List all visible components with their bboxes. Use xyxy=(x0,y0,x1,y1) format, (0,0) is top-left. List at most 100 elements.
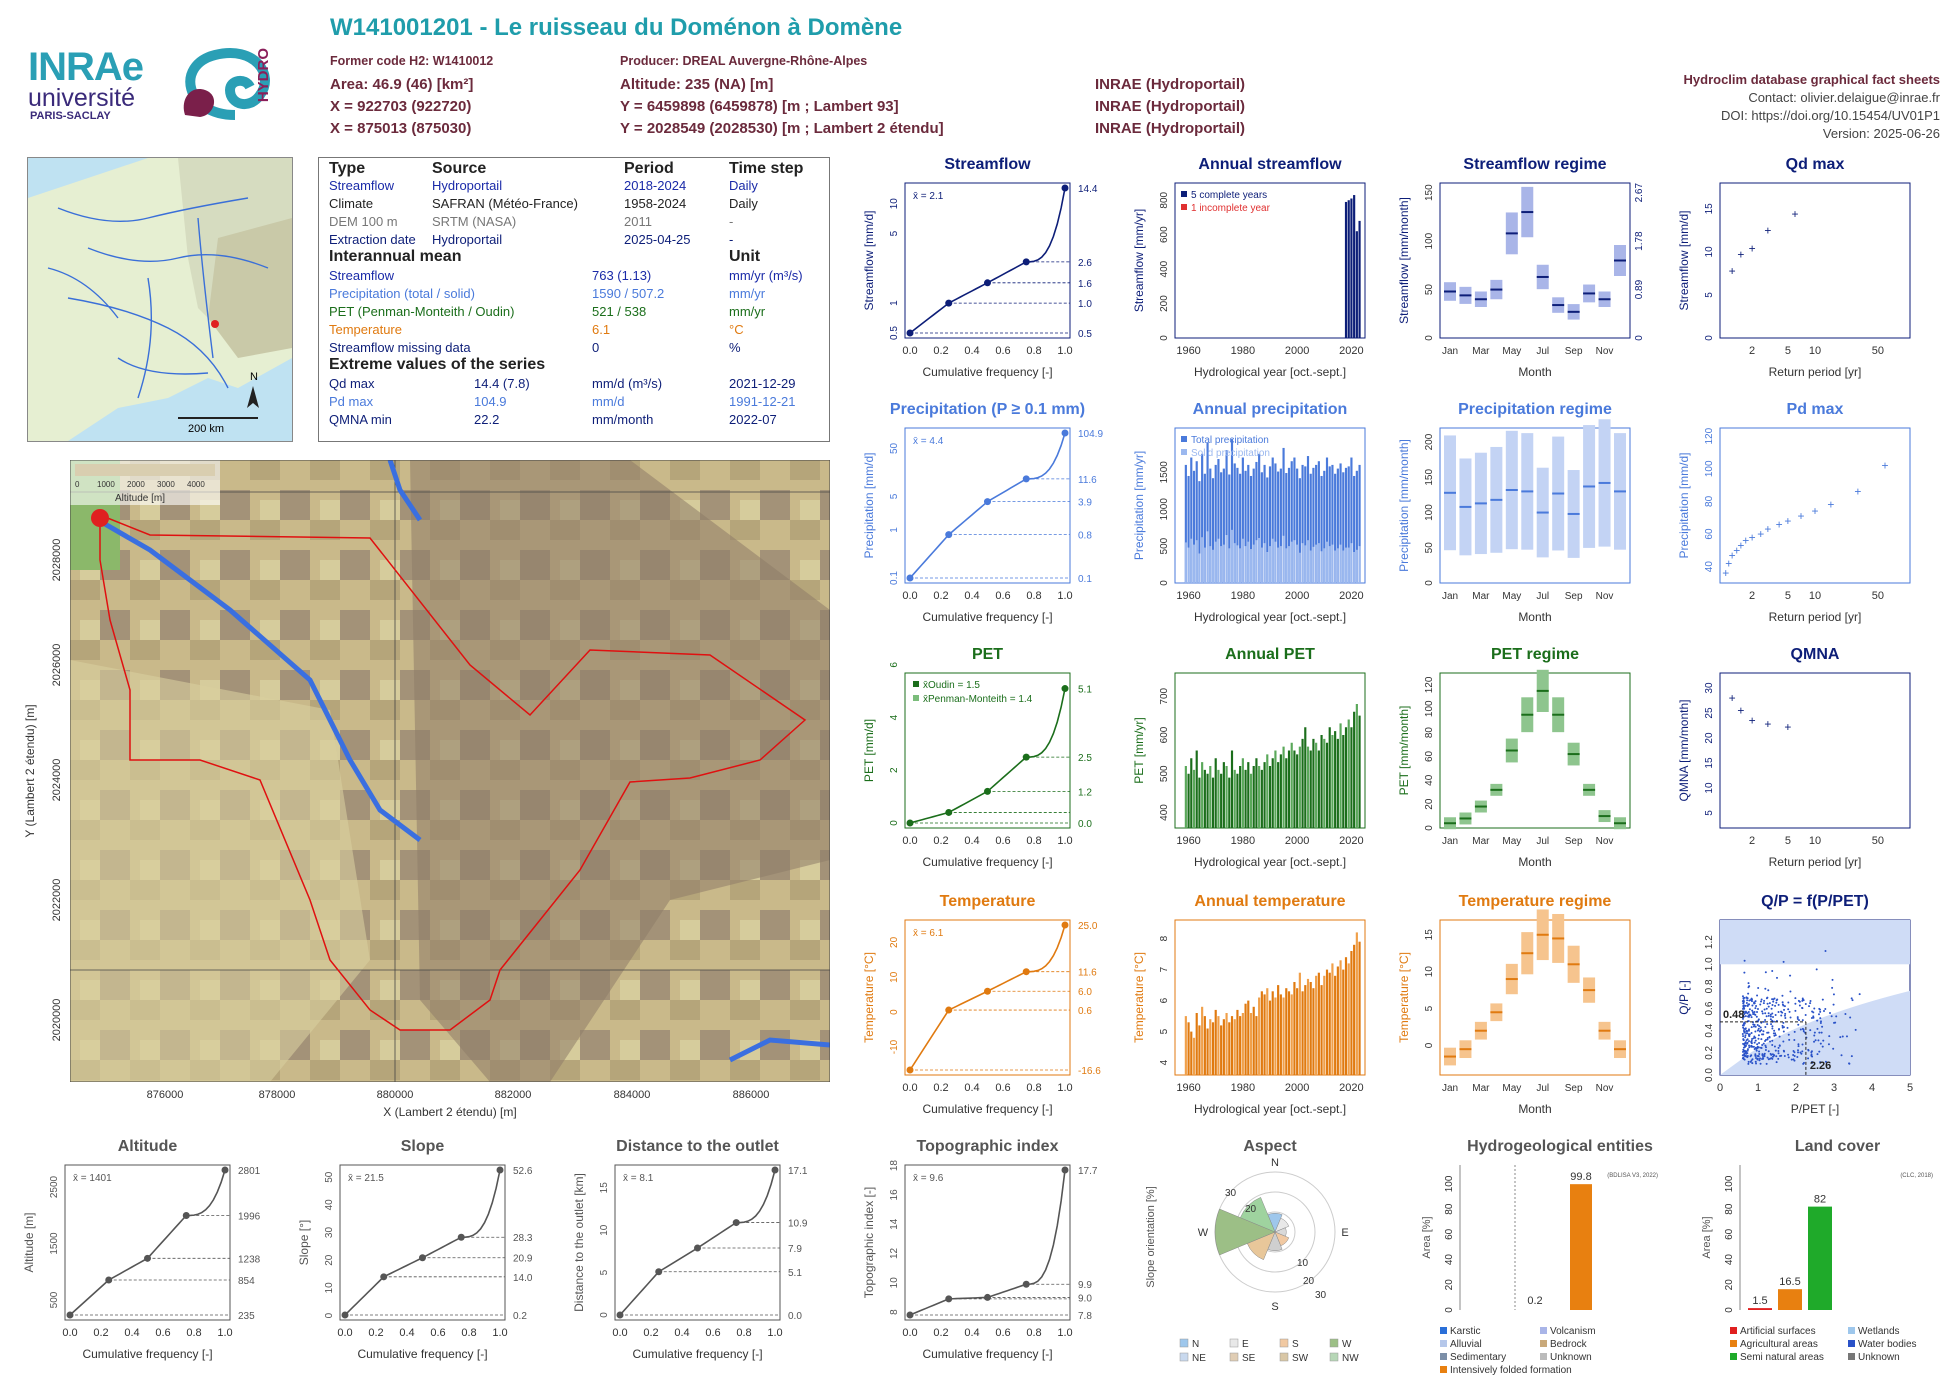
y-tick: 0 xyxy=(1159,335,1170,341)
x-tick: 0.2 xyxy=(933,835,948,847)
scatter-dot xyxy=(1747,1060,1750,1063)
y-axis-label: Precipitation [mm/month] xyxy=(1397,439,1411,572)
y-tick: 0 xyxy=(1424,1042,1435,1048)
scatter-dot xyxy=(1746,1038,1749,1041)
chart-title: Slope xyxy=(401,1138,445,1155)
y-tick: 0 xyxy=(599,1312,610,1318)
scatter-dot xyxy=(1770,1007,1773,1010)
scatter-dot xyxy=(1746,1055,1749,1058)
scatter-dot xyxy=(1756,1008,1759,1011)
chart-annual-precipitation: Annual precipitation Hydrological year [o… xyxy=(1132,401,1366,624)
legend-swatch xyxy=(1730,1340,1737,1347)
chart-topographic-index: Topographic index Cumulative frequency [-… xyxy=(862,1138,1098,1361)
alt-legend-tick: 4000 xyxy=(187,480,205,489)
quantile-point xyxy=(457,1233,465,1241)
x-axis-label: Hydrological year [oct.-sept.] xyxy=(1194,610,1346,624)
scatter-dot xyxy=(1815,968,1818,971)
bar xyxy=(1320,735,1323,828)
bar xyxy=(1279,754,1282,828)
quantile-point xyxy=(984,498,991,506)
chart-title: Topographic index xyxy=(917,1138,1059,1155)
bar xyxy=(1222,762,1225,828)
y-tick: 0 xyxy=(1724,1307,1735,1313)
scatter-dot xyxy=(1742,1038,1745,1041)
right-tick: 17.1 xyxy=(788,1166,808,1177)
right-tick: 1238 xyxy=(238,1254,261,1265)
right-tick: 9.0 xyxy=(1078,1293,1092,1304)
x-tick: 0.0 xyxy=(612,1327,627,1339)
quantile-point xyxy=(906,1066,914,1074)
scatter-dot xyxy=(1841,1035,1844,1038)
mean-unit: % xyxy=(729,340,741,355)
scatter-dot xyxy=(1832,993,1835,996)
x-tick: 2020 xyxy=(1339,1082,1363,1094)
scatter-dot xyxy=(1786,1026,1789,1029)
x-axis-label: Month xyxy=(1518,1102,1551,1116)
quantile-point xyxy=(655,1268,663,1276)
bar xyxy=(1209,766,1212,828)
scatter-dot xyxy=(1777,1010,1780,1013)
bar xyxy=(1344,957,1348,1075)
bar xyxy=(1331,963,1334,1075)
scatter-dot xyxy=(1759,1057,1762,1060)
scatter-dot xyxy=(1781,1001,1784,1004)
x-tick: 1 xyxy=(1755,1082,1761,1094)
source-3: INRAE (Hydroportail) xyxy=(1095,120,1245,137)
data-point: + xyxy=(1729,548,1736,562)
scatter-dot xyxy=(1769,1052,1772,1055)
info-h-type: Type xyxy=(329,160,366,177)
y-tick: 2 xyxy=(889,767,900,773)
x-axis-label: Return period [yr] xyxy=(1769,855,1862,869)
scatter-dot xyxy=(1759,1003,1762,1006)
bar xyxy=(1570,1184,1592,1310)
x-tick: 10 xyxy=(1809,590,1821,602)
right-tick: 2.5 xyxy=(1078,753,1092,764)
right-tick: 1996 xyxy=(238,1211,261,1222)
x-tick: 1.0 xyxy=(1057,835,1072,847)
chart-qd-max: Qd max Return period [yr] Streamflow [mm/d… xyxy=(1677,156,1911,379)
bar-solid xyxy=(1236,545,1239,583)
version: Version: 2025-06-26 xyxy=(1822,126,1940,141)
mean-label: Streamflow xyxy=(329,268,395,283)
scatter-dot xyxy=(1802,1030,1805,1033)
scatter-dot xyxy=(1746,1012,1749,1015)
ext-unit: mm/d (m³/s) xyxy=(592,376,663,391)
quantile-point xyxy=(906,329,914,337)
scatter-dot xyxy=(1775,976,1778,979)
legend-swatch xyxy=(1181,191,1187,197)
bar xyxy=(1353,711,1356,828)
scatter-dot xyxy=(1757,1034,1760,1037)
scatter-dot xyxy=(1743,971,1746,974)
ext-label: Qd max xyxy=(329,376,375,391)
alt-legend-tick: 1000 xyxy=(97,480,115,489)
right-tick: -16.6 xyxy=(1078,1066,1101,1077)
chart-title: Distance to the outlet xyxy=(616,1138,779,1155)
right-tick: 0.8 xyxy=(1078,531,1092,542)
info-source: SRTM (NASA) xyxy=(432,214,517,229)
scatter-dot xyxy=(1854,1028,1857,1031)
bar xyxy=(1328,727,1331,828)
y-tick: 120 xyxy=(1424,676,1435,693)
bar-total xyxy=(1277,471,1280,583)
scatter-dot xyxy=(1743,1030,1746,1033)
scatter-dot xyxy=(1750,1031,1753,1034)
scatter-dot xyxy=(1819,1042,1822,1045)
y-axis-label: Precipitation [mm/d] xyxy=(862,452,876,558)
y-axis-label: Temperature [°C] xyxy=(1132,952,1146,1043)
legend-swatch xyxy=(1279,1352,1289,1362)
bar xyxy=(1301,991,1304,1075)
scatter-dot xyxy=(1812,1011,1815,1014)
legend-swatch xyxy=(1848,1353,1855,1360)
ring-label: 20 xyxy=(1303,1276,1315,1287)
scatter-dot xyxy=(1798,1019,1801,1022)
x-axis-label: Cumulative frequency [-] xyxy=(632,1347,762,1361)
scatter-dot xyxy=(1789,1016,1792,1019)
scatter-dot xyxy=(1748,1044,1751,1047)
scatter-dot xyxy=(1793,1030,1796,1033)
right-tick: 52.6 xyxy=(513,1166,533,1177)
bar-total xyxy=(1347,466,1350,583)
x-label: X (Lambert 2 étendu) [m] xyxy=(383,1105,516,1119)
scatter-dot xyxy=(1747,1020,1750,1023)
scatter-dot xyxy=(1797,999,1800,1002)
right-tick: 1.6 xyxy=(1078,279,1092,290)
